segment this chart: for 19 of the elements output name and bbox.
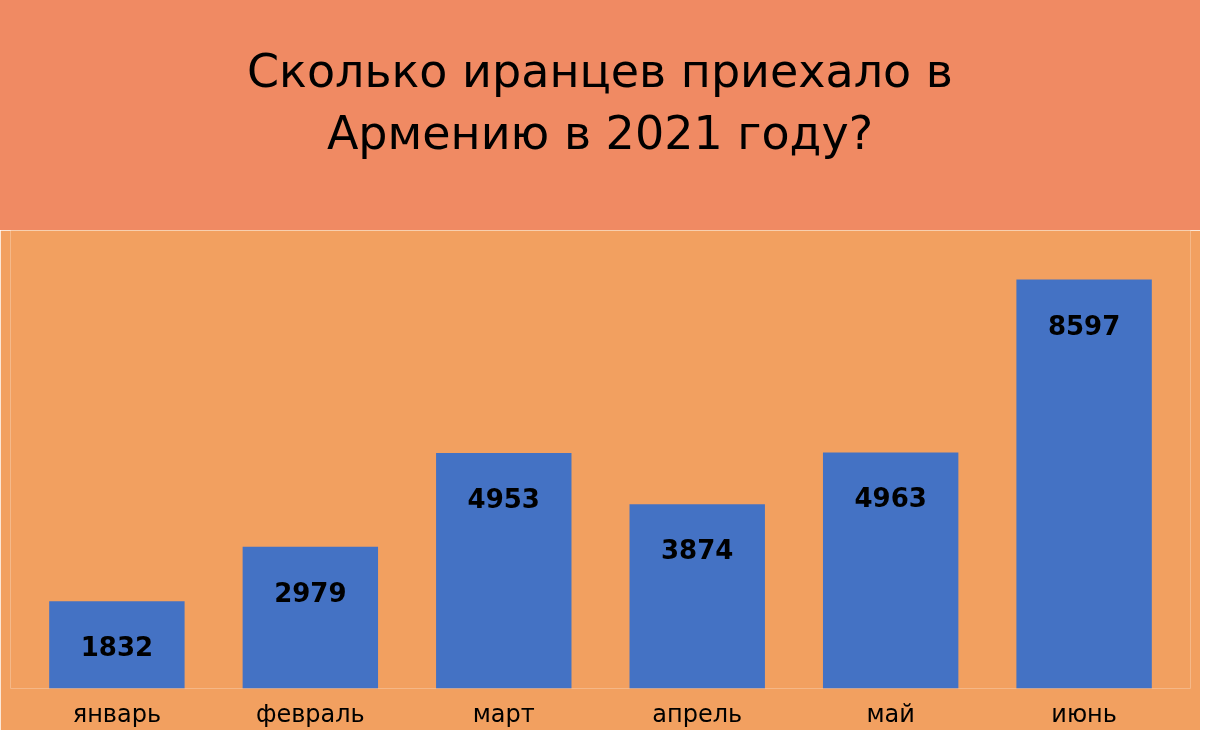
data-label: 4953 [467, 483, 540, 514]
bar [1016, 279, 1152, 689]
chart-title: Сколько иранцев приехало в Армению в 2021 году? [246, 43, 954, 163]
data-label: 4963 [854, 483, 927, 514]
bar [629, 504, 765, 689]
bar [49, 601, 185, 689]
x-tick-label: июнь [1051, 699, 1117, 728]
x-tick-label: май [866, 699, 915, 728]
bar [242, 546, 379, 689]
data-label: 8597 [1047, 310, 1121, 341]
data-label: 3874 [661, 535, 734, 566]
x-tick-label: февраль [255, 699, 365, 728]
bar [436, 452, 572, 689]
x-tick-label: март [472, 699, 535, 728]
data-label: 1832 [80, 632, 154, 663]
bar [822, 452, 959, 689]
x-tick-label: апрель [652, 699, 743, 728]
x-tick-label: январь [72, 699, 162, 728]
data-label: 2979 [274, 577, 347, 608]
